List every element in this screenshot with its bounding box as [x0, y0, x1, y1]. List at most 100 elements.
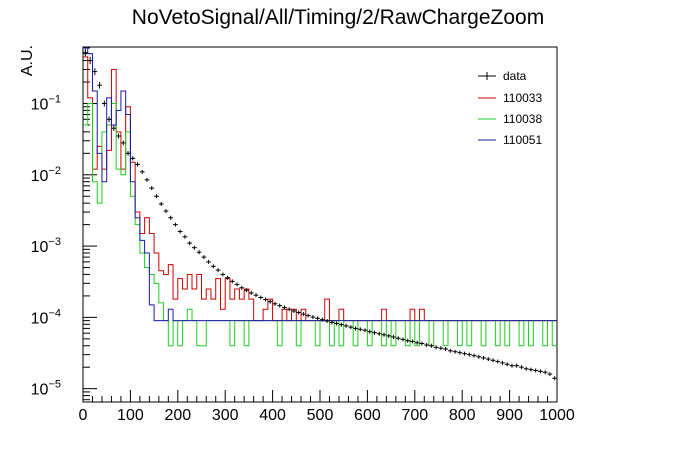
data-point — [528, 367, 534, 372]
data-point — [106, 116, 112, 123]
data-point — [376, 331, 382, 336]
data-point — [87, 56, 93, 65]
data-point — [329, 320, 335, 325]
x-tick-label: 1000 — [539, 407, 575, 424]
data-point — [334, 321, 339, 326]
x-axis: 0 100 200 300 400 500 600 700 800 900 1000 — [79, 390, 575, 424]
y-tick-label: 10−5 — [31, 379, 61, 399]
data-point — [144, 177, 150, 182]
data-point — [210, 264, 216, 269]
data-point — [414, 340, 420, 345]
series-110051-histogram — [83, 47, 557, 322]
y-tick-label: 10−2 — [31, 165, 61, 185]
data-point — [272, 301, 278, 306]
data-point — [239, 285, 245, 290]
y-tick-label: 10−4 — [31, 307, 61, 327]
legend-label-110033: 110033 — [503, 91, 542, 105]
data-point — [338, 322, 344, 327]
data-point — [192, 245, 197, 250]
data-point — [201, 255, 207, 260]
data-point — [457, 350, 463, 355]
data-point — [163, 209, 169, 214]
legend-label-data: data — [503, 69, 527, 83]
data-point — [296, 310, 302, 315]
data-point — [315, 316, 320, 321]
y-tick-label: 10−1 — [31, 93, 61, 113]
data-point — [471, 353, 477, 358]
data-point — [286, 307, 292, 312]
legend: data 110033 110038 110051 — [468, 62, 556, 150]
x-tick-label: 600 — [354, 407, 381, 424]
x-tick-label: 200 — [164, 407, 191, 424]
data-point — [196, 250, 202, 255]
data-point — [438, 346, 444, 351]
data-point — [495, 359, 501, 364]
data-point — [149, 186, 155, 191]
data-point — [92, 68, 98, 76]
x-tick-label: 100 — [117, 407, 144, 424]
data-point — [362, 328, 368, 333]
data-point — [372, 330, 377, 335]
data-point — [514, 363, 520, 368]
data-point — [538, 369, 543, 374]
data-point — [229, 279, 235, 284]
data-point — [125, 151, 131, 156]
y-axis: 10−5 10−4 10−3 10−2 10−1 — [31, 47, 97, 401]
data-point — [476, 354, 482, 359]
legend-label-110051: 110051 — [503, 133, 542, 147]
data-point — [267, 299, 273, 304]
data-point — [367, 329, 373, 334]
data-point — [258, 295, 264, 300]
data-point — [135, 162, 140, 167]
data-point — [509, 363, 515, 368]
data-point — [500, 360, 505, 365]
data-point — [348, 325, 354, 330]
data-point — [324, 318, 330, 323]
data-point — [447, 348, 453, 353]
data-point — [424, 342, 430, 347]
data-point — [158, 201, 164, 206]
y-axis-label: A.U. — [19, 45, 36, 76]
data-point — [225, 275, 230, 280]
data-point — [111, 125, 117, 131]
x-tick-label: 0 — [79, 407, 88, 424]
data-point — [220, 272, 226, 277]
data-point — [490, 358, 496, 363]
data-point — [120, 140, 126, 146]
data-point — [519, 365, 524, 370]
data-point — [244, 288, 249, 293]
data-point — [343, 323, 349, 328]
data-point — [277, 303, 283, 308]
data-point — [168, 215, 174, 220]
legend-box — [468, 62, 556, 150]
data-point — [452, 349, 458, 354]
data-point — [173, 222, 178, 227]
data-point — [523, 366, 529, 371]
data-point — [552, 376, 557, 381]
x-tick-label: 900 — [496, 407, 523, 424]
data-point — [263, 297, 268, 302]
data-point — [130, 156, 136, 161]
data-point — [154, 194, 159, 199]
x-tick-label: 800 — [449, 407, 476, 424]
data-point — [395, 336, 401, 341]
data-point — [429, 343, 434, 348]
data-point — [485, 357, 491, 362]
data-point — [533, 368, 539, 373]
x-tick-label: 700 — [401, 407, 428, 424]
data-point — [248, 290, 254, 295]
data-point — [305, 313, 311, 318]
data-point — [353, 326, 358, 331]
data-point — [282, 305, 287, 310]
data-point — [301, 312, 306, 317]
data-point — [310, 315, 316, 320]
data-point — [391, 335, 396, 340]
data-point — [542, 370, 548, 375]
data-point — [291, 308, 297, 313]
data-point — [504, 362, 510, 367]
chart-title: NoVetoSignal/All/Timing/2/RawChargeZoom — [132, 6, 544, 29]
data-point — [234, 282, 240, 287]
data-point — [139, 169, 145, 174]
data-point — [320, 317, 325, 322]
